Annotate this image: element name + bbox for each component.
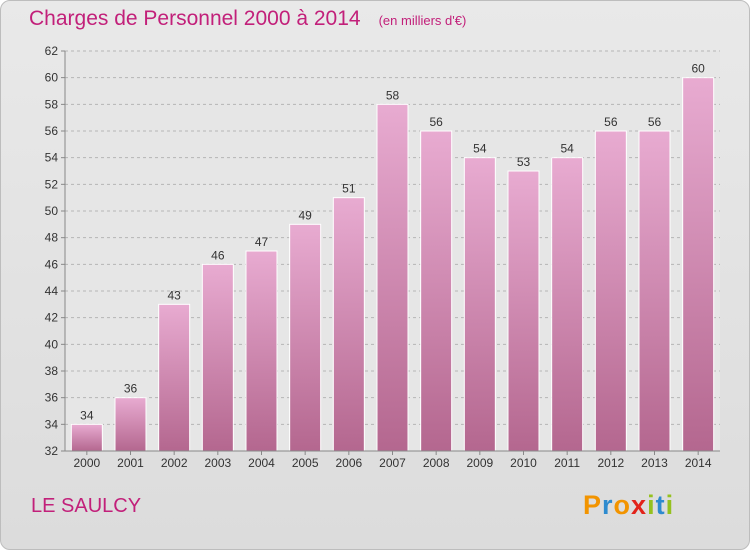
logo-letter: P bbox=[583, 490, 603, 520]
logo-letter: o bbox=[613, 490, 632, 520]
bar-value-label: 43 bbox=[167, 288, 181, 302]
axes: 32 34 36 38 40 42 44 46 48 50 52 54 56 58 60 62 2000 2001… bbox=[45, 44, 720, 470]
bar bbox=[420, 130, 453, 452]
chart-subtitle: (en milliers d'€) bbox=[378, 13, 467, 28]
chart-title: Charges de Personnel 2000 à 2014 bbox=[29, 7, 361, 30]
logo-letter: x bbox=[631, 490, 648, 520]
x-tick-label: 2000 bbox=[73, 456, 100, 470]
bar bbox=[332, 197, 365, 452]
bar-value-label: 60 bbox=[691, 62, 705, 76]
bar-value-label: 56 bbox=[648, 115, 662, 129]
x-tick-label: 2010 bbox=[510, 456, 537, 470]
bar bbox=[201, 263, 234, 452]
bars bbox=[70, 77, 715, 452]
bar-value-label: 54 bbox=[560, 142, 574, 156]
y-tick-label: 36 bbox=[45, 391, 59, 405]
data-labels: 34 36 43 46 47 49 51 58 56 54 53 54 56 56 60 bbox=[80, 62, 705, 423]
bar-value-label: 56 bbox=[604, 115, 618, 129]
bar-value-label: 36 bbox=[124, 382, 138, 396]
x-tick-label: 2002 bbox=[161, 456, 188, 470]
bar-value-label: 34 bbox=[80, 408, 94, 422]
x-tick-label: 2009 bbox=[466, 456, 493, 470]
bar bbox=[114, 397, 147, 452]
y-tick-label: 40 bbox=[45, 337, 59, 351]
y-tick-label: 60 bbox=[45, 71, 59, 85]
bar-value-label: 49 bbox=[298, 208, 312, 222]
y-tick-label: 50 bbox=[45, 204, 59, 218]
y-tick-label: 44 bbox=[45, 284, 59, 298]
x-tick-label: 2004 bbox=[248, 456, 275, 470]
bar bbox=[463, 157, 496, 452]
y-tick-label: 32 bbox=[45, 444, 59, 458]
chart-title-block: Charges de Personnel 2000 à 2014 (en mill… bbox=[29, 7, 466, 31]
y-tick-label: 58 bbox=[45, 97, 59, 111]
bar-value-label: 53 bbox=[517, 155, 531, 169]
x-tick-label: 2006 bbox=[335, 456, 362, 470]
bar bbox=[507, 170, 540, 452]
bar bbox=[376, 103, 409, 452]
bar bbox=[638, 130, 671, 452]
x-tick-label: 2012 bbox=[597, 456, 624, 470]
bar bbox=[245, 250, 278, 452]
bar-value-label: 56 bbox=[429, 115, 443, 129]
bar-value-label: 47 bbox=[255, 235, 269, 249]
bar-value-label: 51 bbox=[342, 182, 356, 196]
y-tick-label: 46 bbox=[45, 257, 59, 271]
y-tick-label: 54 bbox=[45, 151, 59, 165]
x-tick-label: 2007 bbox=[379, 456, 406, 470]
bar bbox=[70, 423, 103, 452]
y-tick-label: 34 bbox=[45, 417, 59, 431]
bar bbox=[158, 303, 191, 452]
x-tick-label: 2005 bbox=[292, 456, 319, 470]
y-tick-label: 56 bbox=[45, 124, 59, 138]
bar bbox=[594, 130, 627, 452]
logo-letter: i bbox=[665, 490, 675, 520]
x-tick-label: 2014 bbox=[685, 456, 712, 470]
y-tick-label: 42 bbox=[45, 311, 59, 325]
x-tick-label: 2001 bbox=[117, 456, 144, 470]
x-tick-label: 2011 bbox=[554, 456, 580, 470]
y-tick-label: 62 bbox=[45, 44, 59, 58]
logo-letter: i bbox=[647, 490, 656, 520]
place-name: LE SAULCY bbox=[31, 495, 142, 517]
x-tick-label: 2013 bbox=[641, 456, 668, 470]
proxiti-logo: Proxiti bbox=[583, 490, 674, 521]
bar bbox=[682, 77, 715, 452]
bar-value-label: 46 bbox=[211, 248, 225, 262]
logo-letter: r bbox=[602, 490, 614, 520]
logo-letter: t bbox=[655, 490, 666, 520]
bar bbox=[551, 157, 584, 452]
y-tick-label: 38 bbox=[45, 364, 59, 378]
x-tick-label: 2003 bbox=[204, 456, 231, 470]
y-tick-label: 52 bbox=[45, 177, 59, 191]
bar-value-label: 58 bbox=[386, 88, 400, 102]
bar bbox=[289, 223, 322, 452]
x-tick-label: 2008 bbox=[423, 456, 450, 470]
bar-value-label: 54 bbox=[473, 142, 487, 156]
y-tick-label: 48 bbox=[45, 231, 59, 245]
